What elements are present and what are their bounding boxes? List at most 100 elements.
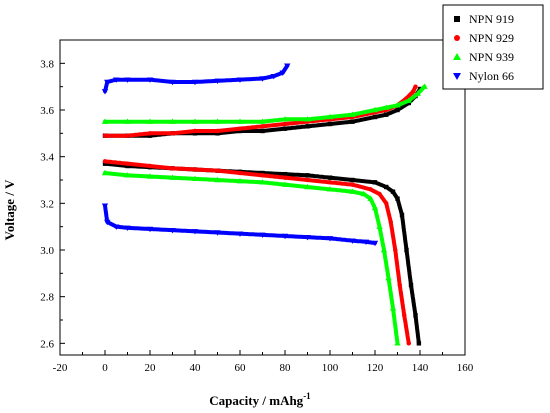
data-point	[192, 128, 198, 134]
data-point	[372, 180, 378, 185]
x-tick-label: 160	[457, 362, 474, 374]
data-point	[326, 186, 334, 192]
data-point	[367, 195, 374, 201]
data-point	[191, 118, 199, 124]
legend-label: Nylon 66	[469, 69, 514, 83]
data-point	[414, 90, 421, 96]
x-tick-label: 80	[280, 362, 292, 374]
data-point	[413, 84, 418, 89]
data-point	[147, 131, 153, 136]
data-point	[236, 177, 244, 184]
x-tick-label: 40	[190, 362, 202, 374]
data-point	[214, 176, 221, 183]
data-point	[408, 282, 414, 288]
x-tick-label: 140	[412, 362, 429, 374]
data-point	[260, 170, 265, 176]
series-npn-939	[101, 83, 428, 346]
data-point	[147, 163, 153, 169]
y-tick-label: 3.2	[40, 198, 54, 210]
data-point	[394, 340, 401, 346]
data-point	[383, 104, 390, 110]
data-point	[170, 166, 175, 171]
data-point	[416, 341, 422, 346]
data-point	[146, 173, 154, 179]
data-point	[259, 232, 266, 239]
data-point	[260, 124, 265, 129]
series-npn-929	[102, 84, 418, 346]
data-point	[101, 203, 109, 209]
legend: NPN 919 NPN 929 NPN 939 Nylon 66	[442, 4, 544, 90]
data-point	[281, 116, 289, 122]
data-point	[101, 169, 109, 176]
data-point	[259, 118, 266, 124]
data-point	[113, 77, 120, 83]
legend-marker	[454, 35, 460, 41]
data-point	[282, 121, 288, 127]
x-tick-label: 0	[102, 362, 108, 374]
x-tick-label: 60	[235, 362, 247, 374]
data-point	[237, 126, 243, 131]
series-curve-discharge	[103, 203, 377, 245]
data-point	[406, 341, 411, 346]
x-tick-label: 120	[367, 362, 384, 374]
series-curve-charge	[103, 84, 427, 124]
data-point	[421, 83, 428, 89]
data-point	[124, 225, 131, 232]
legend-item-nylon-66: Nylon 66	[453, 69, 514, 83]
data-point	[326, 113, 334, 120]
legend-label: NPN 929	[469, 31, 514, 45]
data-point	[305, 177, 310, 183]
data-point	[360, 190, 367, 197]
data-point	[388, 219, 393, 225]
data-point	[282, 171, 288, 177]
data-point	[404, 247, 409, 253]
data-point	[281, 181, 289, 187]
data-point	[390, 189, 396, 194]
y-axis-ticks: 2.6 2.8 3.0 3.2 3.4 3.6 3.8	[40, 58, 65, 350]
legend-item-npn-939: NPN 939	[453, 50, 514, 64]
data-point	[259, 76, 266, 82]
data-point	[102, 133, 108, 138]
data-point	[237, 128, 243, 134]
x-axis-ticks: -20 0 20 40 60 80 100 120 140 160	[53, 350, 474, 374]
data-point	[371, 204, 379, 211]
series-curve-discharge	[103, 159, 411, 346]
data-point	[192, 167, 198, 172]
x-axis-title: Capacity / mAhg-1	[209, 391, 311, 408]
legend-marker	[453, 53, 461, 60]
data-point	[113, 224, 120, 230]
data-point	[411, 89, 416, 94]
data-point	[215, 131, 220, 136]
data-point	[104, 219, 111, 226]
data-point	[385, 274, 392, 281]
data-point	[146, 226, 154, 233]
data-point	[284, 63, 291, 69]
data-point	[236, 231, 244, 237]
data-point	[124, 118, 131, 124]
data-point	[395, 196, 400, 201]
data-point	[405, 97, 412, 103]
data-point	[305, 173, 310, 178]
data-point	[402, 313, 407, 318]
data-point	[371, 240, 379, 247]
data-point	[191, 175, 199, 182]
data-point	[304, 116, 311, 122]
data-point	[125, 163, 130, 169]
data-point	[124, 172, 131, 178]
data-point	[102, 161, 108, 166]
data-point	[384, 201, 389, 206]
data-point	[282, 126, 288, 131]
data-point	[104, 79, 111, 86]
data-point	[368, 187, 373, 192]
plot-area	[59, 39, 466, 356]
y-tick-label: 2.6	[40, 338, 54, 350]
data-point	[124, 77, 131, 83]
data-point	[215, 168, 220, 173]
legend-marker	[454, 16, 460, 22]
data-point	[146, 118, 154, 124]
data-point	[350, 119, 355, 124]
data-point	[350, 177, 355, 183]
data-point	[170, 131, 175, 136]
data-point	[236, 77, 244, 83]
y-tick-label: 3.4	[40, 152, 54, 164]
